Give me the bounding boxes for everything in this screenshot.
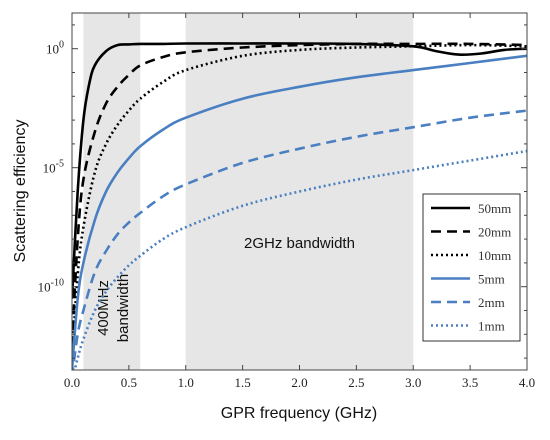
x-tick-label-6: 3.0 [405, 375, 421, 390]
x-axis-ticks: 0.0 0.5 1.0 1.5 2.0 2.5 3.0 3.5 4.0 [64, 13, 535, 390]
bandwidth-labels: 400MHz bandwidth 2GHz bandwidth [95, 235, 355, 342]
band-label-0-line-1: bandwidth [115, 274, 132, 342]
series-line-50mm [72, 42, 527, 299]
y-tick-label-exp-0: 0 [59, 40, 64, 51]
x-tick-label-1: 0.5 [121, 375, 137, 390]
y-tick-label-0: 100 [46, 40, 64, 57]
y-tick-label-2: 10-10 [38, 278, 64, 295]
x-tick-label-7: 3.5 [462, 375, 478, 390]
y-tick-label-exp-1: -5 [56, 159, 64, 170]
y-axis-title: Scattering efficiency [12, 120, 29, 263]
legend-box [422, 193, 521, 342]
x-tick-label-8: 4.0 [519, 375, 535, 390]
series-line-2mm [72, 109, 527, 370]
legend-label-1mm: 1mm [478, 319, 505, 334]
series-line-20mm [72, 42, 527, 347]
y-tick-label-base-0: 10 [46, 42, 59, 57]
legend-label-10mm: 10mm [478, 248, 511, 263]
x-tick-label-3: 1.5 [235, 375, 251, 390]
y-tick-label-exp-2: -10 [51, 278, 64, 289]
legend-label-5mm: 5mm [478, 272, 505, 287]
legend-label-20mm: 20mm [478, 225, 511, 240]
series-line-5mm [72, 54, 527, 370]
x-tick-label-0: 0.0 [64, 375, 80, 390]
x-axis-title: GPR frequency (GHz) [221, 405, 377, 422]
y-tick-label-base-1: 10 [43, 161, 56, 176]
x-tick-label-5: 2.5 [348, 375, 364, 390]
series-line-10mm [72, 43, 527, 359]
band-label-0-line-0: 400MHz [95, 280, 112, 336]
x-tick-label-2: 1.0 [178, 375, 194, 390]
band-label-0: 400MHz bandwidth [95, 274, 132, 342]
series-lines [72, 42, 527, 370]
bandwidth-bands [83, 13, 414, 370]
x-tick-label-4: 2.0 [291, 375, 307, 390]
legend-label-50mm: 50mm [478, 201, 511, 216]
y-tick-label-1: 10-5 [43, 159, 64, 176]
legend: 50mm 20mm 10mm 5mm 2mm 1mm [422, 193, 521, 342]
band-label-1: 2GHz bandwidth [244, 235, 355, 252]
y-tick-label-base-2: 10 [38, 280, 51, 295]
legend-label-2mm: 2mm [478, 295, 505, 310]
series-line-1mm [73, 149, 527, 370]
